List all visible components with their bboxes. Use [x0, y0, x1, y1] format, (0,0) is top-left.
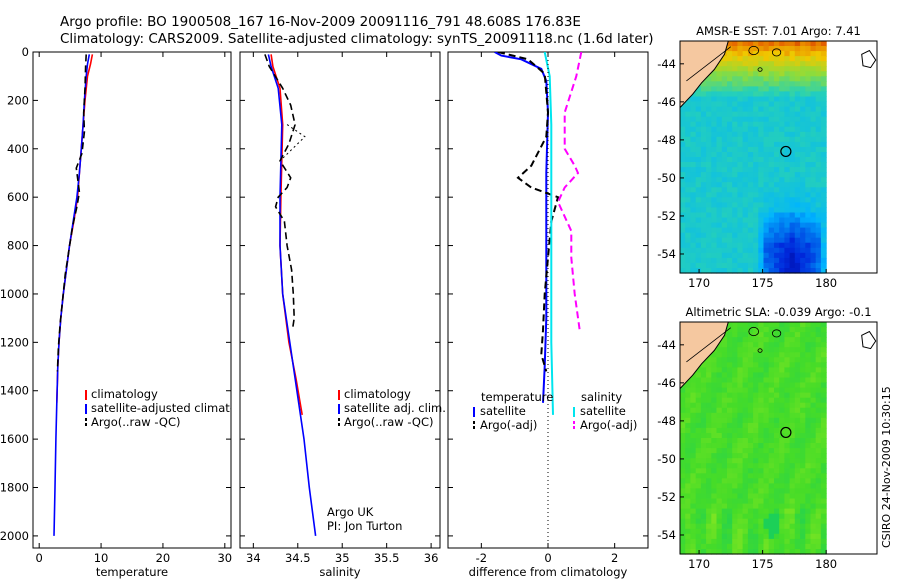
temperature-xtick-label: 10 [94, 551, 109, 565]
salinity-xlabel: salinity [319, 565, 360, 579]
legend-label: Argo(-adj) [580, 418, 637, 432]
coastline-contour [686, 46, 732, 82]
depth-tick-label: 200 [7, 93, 29, 107]
header-line-2: Climatology: CARS2009. Satellite-adjuste… [60, 31, 653, 47]
depth-tick-label: 1000 [0, 287, 29, 301]
legend-label: satellite-adjusted climatology [91, 401, 261, 415]
temperature-panel: 0 10 20 30 0 200 400 600 800 1000 1200 1400 1600 1800… [0, 45, 261, 579]
sst-map-xtick-label: 180 [815, 276, 837, 290]
difference-xtick-label: 2 [611, 551, 618, 565]
difference-series-salinity-argo-adj- [556, 52, 583, 331]
float-owner-annotation: PI: Jon Turton [327, 519, 402, 533]
sla-map-frame [679, 321, 878, 555]
sst-map-ytick-label: -54 [657, 247, 676, 261]
sla-map-xtick-label: 180 [815, 557, 837, 571]
salinity-xtick-label: 34 [246, 551, 261, 565]
sla-map-xtick-label: 175 [752, 557, 774, 571]
float-owner-annotation: Argo UK [327, 505, 374, 519]
legend-label: climatology [91, 387, 158, 401]
contour-blob [757, 67, 763, 72]
contour-blob [748, 326, 760, 337]
sla-map-ytick-label: -50 [657, 452, 676, 466]
legend-clip-mask [231, 395, 240, 425]
legend-label: Argo(..raw -QC) [91, 415, 181, 429]
chatham-islands [861, 49, 877, 69]
sla-map-panel: Altimetric SLA: -0.039 Argo: -0.1 170 175 1… [657, 305, 878, 571]
temperature-axes-frame [32, 51, 232, 549]
contour-blob [771, 329, 782, 338]
legend-label: Argo(-adj) [480, 418, 537, 432]
difference-series-temperature-argo-adj- [497, 52, 560, 372]
legend-header-temperature: temperature [481, 390, 553, 404]
temperature-xlabel: temperature [96, 565, 168, 579]
sst-map-ytick-label: -48 [657, 133, 676, 147]
salinity-series-argo-raw-qc- [264, 54, 296, 331]
legend-label: Argo(..raw -QC) [344, 415, 434, 429]
csiro-timestamp: CSIRO 24-Nov-2009 10:30:15 [880, 386, 893, 548]
salinity-xtick-label: 34.5 [285, 551, 311, 565]
contour-blob [757, 348, 763, 353]
legend-label: satellite [480, 404, 526, 418]
sst-map-ytick-label: -52 [657, 209, 676, 223]
argo-float-marker [780, 426, 792, 439]
sst-map-title: AMSR-E SST: 7.01 Argo: 7.41 [696, 24, 861, 38]
depth-tick-label: 600 [7, 190, 29, 204]
salinity-xtick-label: 36 [424, 551, 439, 565]
chatham-islands [861, 330, 877, 350]
salinity-xtick-label: 35.5 [374, 551, 400, 565]
depth-tick-label: 2000 [0, 529, 29, 543]
sst-map-frame [679, 40, 878, 274]
sla-map-title: Altimetric SLA: -0.039 Argo: -0.1 [685, 305, 871, 319]
header-line-1: Argo profile: BO 1900508_167 16-Nov-2009… [60, 14, 581, 30]
salinity-xtick-label: 35 [335, 551, 350, 565]
legend-label: satellite [580, 404, 626, 418]
sst-map-panel: AMSR-E SST: 7.01 Argo: 7.41 170 175 180 -44 -… [657, 24, 878, 290]
temperature-series-argo-raw-qc- [56, 54, 87, 372]
temperature-xtick-label: 20 [156, 551, 171, 565]
sst-map-ytick-label: -50 [657, 171, 676, 185]
sla-map-ytick-label: -48 [657, 414, 676, 428]
salinity-series-satellite-adj-clim- [267, 54, 317, 537]
difference-xtick-label: -2 [476, 551, 487, 565]
depth-tick-label: 0 [22, 45, 29, 59]
contour-blob [748, 45, 760, 56]
sla-map-field-raster [680, 322, 827, 555]
sst-map-ytick-label: -46 [657, 95, 676, 109]
temperature-xtick-label: 30 [217, 551, 232, 565]
depth-tick-label: 1200 [0, 335, 29, 349]
salinity-series-argo-qc-flagged [279, 124, 306, 162]
difference-xlabel: difference from climatology [469, 565, 628, 579]
salinity-axes-frame [239, 51, 441, 549]
contour-blob [771, 48, 782, 57]
salinity-panel: 34 34.5 35 35.5 36 salinity climatologysatelli… [239, 51, 446, 579]
difference-xtick-label: 0 [544, 551, 551, 565]
depth-tick-label: 800 [7, 239, 29, 253]
sst-map-xtick-label: 170 [688, 276, 710, 290]
argo-float-marker [780, 145, 792, 158]
sla-map-ytick-label: -52 [657, 490, 676, 504]
depth-tick-label: 1800 [0, 481, 29, 495]
legend-label: satellite adj. clim. [344, 401, 446, 415]
depth-tick-label: 1400 [0, 384, 29, 398]
sst-map-xtick-label: 175 [752, 276, 774, 290]
sla-map-ytick-label: -44 [657, 338, 676, 352]
legend-label: climatology [344, 387, 411, 401]
legend-header-salinity: salinity [581, 390, 622, 404]
depth-tick-label: 400 [7, 142, 29, 156]
coastline-contour [686, 327, 732, 363]
sla-map-ytick-label: -54 [657, 528, 676, 542]
sla-map-ytick-label: -46 [657, 376, 676, 390]
sla-map-xtick-label: 170 [688, 557, 710, 571]
difference-series-salinity-satellite [543, 52, 554, 415]
depth-tick-label: 1600 [0, 432, 29, 446]
temperature-xtick-label: 0 [36, 551, 43, 565]
sst-map-ytick-label: -44 [657, 57, 676, 71]
